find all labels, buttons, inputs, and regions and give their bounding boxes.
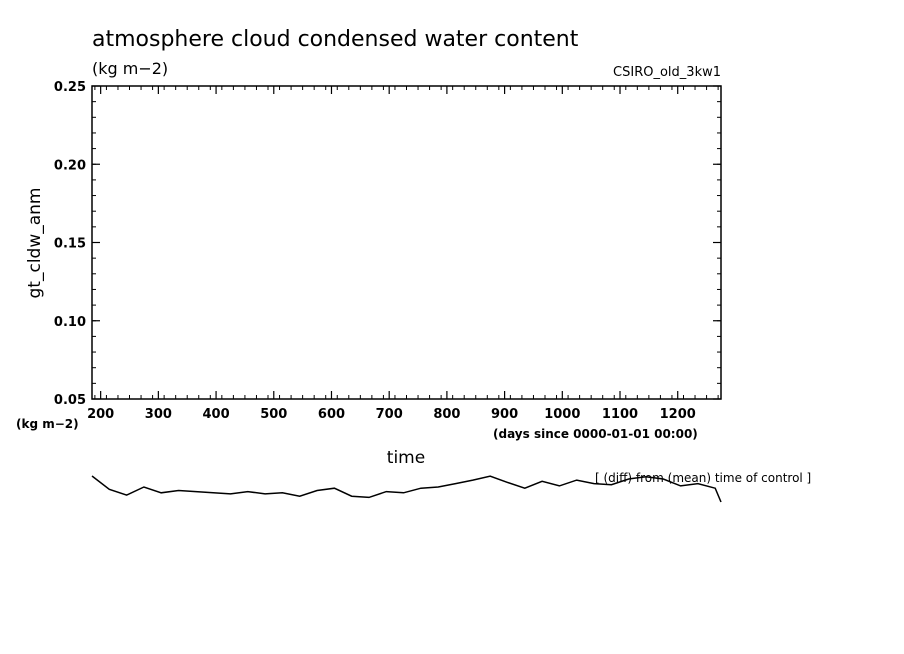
- y-tick-label: 0.15: [54, 237, 86, 252]
- y-axis-label: gt_cldw_anm: [25, 188, 45, 299]
- x-tick-label: 200: [87, 407, 114, 422]
- x-tick-label: 1000: [544, 407, 580, 422]
- diff-note: [ (diff) from (mean) time of control ]: [595, 471, 811, 485]
- model-label: CSIRO_old_3kw1: [613, 65, 721, 80]
- plot-frame: [91, 85, 722, 400]
- x-tick-label: 400: [202, 407, 229, 422]
- x-tick-label: 900: [491, 407, 518, 422]
- series-line: [91, 475, 722, 503]
- y-tick-label: 0.20: [54, 158, 86, 173]
- x-axis: 200 300 400 500 600 700 800 900 1000 1100 1200: [87, 86, 719, 422]
- x-axis-label: time: [387, 448, 425, 468]
- chart-title: atmosphere cloud condensed water content: [92, 27, 579, 52]
- y-axis: 0.05 0.10 0.15 0.20 0.25: [54, 80, 721, 408]
- x-axis-units: (days since 0000-01-01 00:00): [493, 427, 698, 441]
- y-tick-label: 0.05: [54, 393, 86, 408]
- x-tick-label: 600: [318, 407, 345, 422]
- x-tick-label: 300: [145, 407, 172, 422]
- chart-units: (kg m−2): [92, 59, 168, 78]
- y-tick-label: 0.10: [54, 315, 86, 330]
- x-tick-label: 700: [376, 407, 403, 422]
- x-tick-label: 500: [260, 407, 287, 422]
- y-axis-units: (kg m−2): [16, 417, 79, 431]
- x-tick-label: 1100: [602, 407, 638, 422]
- x-tick-label: 1200: [660, 407, 696, 422]
- y-tick-label: 0.25: [54, 80, 86, 95]
- x-tick-label: 800: [433, 407, 460, 422]
